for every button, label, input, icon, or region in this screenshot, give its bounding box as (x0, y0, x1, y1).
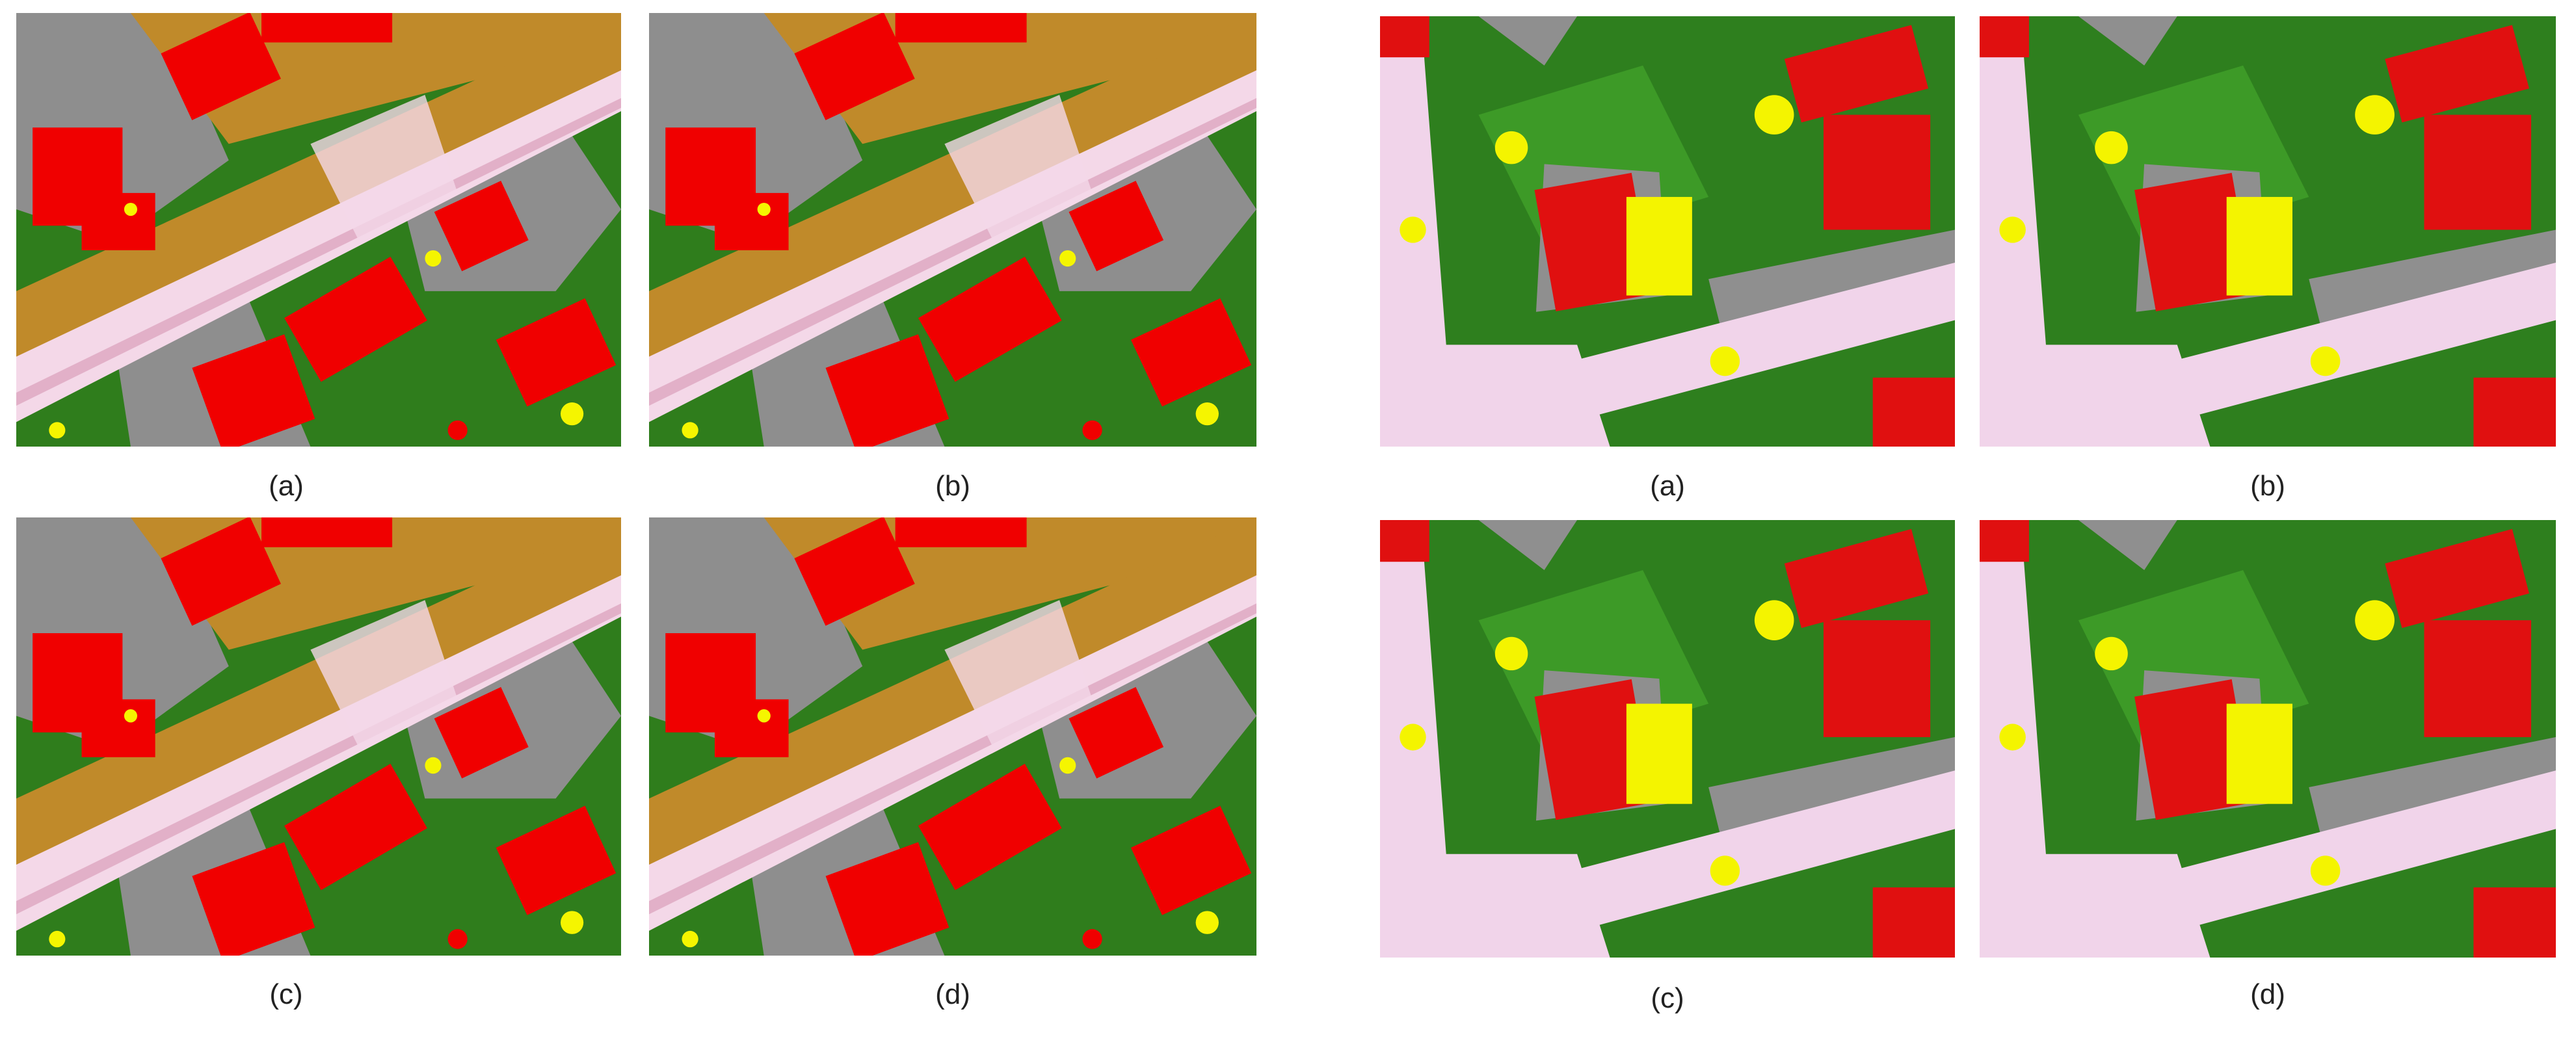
segmentation-map (1380, 520, 1955, 958)
panel-caption: (c) (269, 978, 303, 1010)
panel-caption: (d) (2250, 978, 2285, 1010)
segmentation-map (16, 13, 621, 447)
segmentation-map (1380, 16, 1955, 447)
panel-caption: (a) (269, 470, 304, 502)
panel-caption: (a) (1650, 470, 1685, 502)
panel-caption: (b) (935, 470, 970, 502)
segmentation-map (649, 13, 1256, 447)
segmentation-map (1980, 16, 2556, 447)
panel-caption: (b) (2250, 470, 2285, 502)
segmentation-map (16, 517, 621, 956)
segmentation-map (1980, 520, 2556, 958)
segmentation-map (649, 517, 1256, 956)
panel-caption: (c) (1651, 982, 1684, 1014)
panel-caption: (d) (935, 978, 970, 1010)
